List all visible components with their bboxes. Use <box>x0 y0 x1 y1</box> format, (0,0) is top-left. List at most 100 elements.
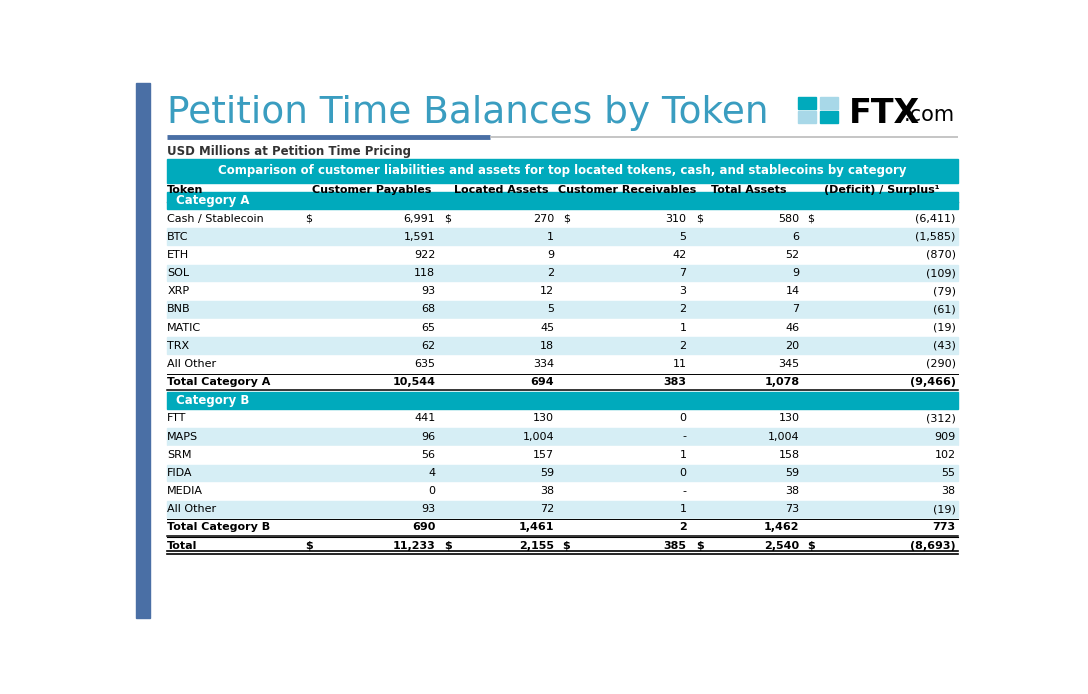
Text: FTT: FTT <box>168 414 186 423</box>
Text: 580: 580 <box>779 214 800 223</box>
Text: 72: 72 <box>540 505 554 514</box>
Text: XRP: XRP <box>168 286 189 296</box>
Text: BNB: BNB <box>168 305 190 314</box>
Text: 18: 18 <box>540 341 554 350</box>
Text: 1: 1 <box>547 232 554 242</box>
Text: Category A: Category A <box>175 194 249 207</box>
Text: 383: 383 <box>664 377 687 387</box>
Text: 11,233: 11,233 <box>393 541 435 550</box>
Text: 6: 6 <box>792 232 800 242</box>
Text: (312): (312) <box>926 414 955 423</box>
Text: 118: 118 <box>415 268 435 278</box>
Text: 96: 96 <box>421 432 435 441</box>
Bar <box>168 410 959 427</box>
Text: 2: 2 <box>679 523 687 532</box>
Text: 334: 334 <box>533 359 554 369</box>
Text: Total: Total <box>168 541 198 550</box>
Text: 20: 20 <box>786 341 800 350</box>
Text: (8,693): (8,693) <box>910 541 955 550</box>
Text: $: $ <box>562 214 570 223</box>
Text: 62: 62 <box>421 341 435 350</box>
Text: 1,461: 1,461 <box>519 523 554 532</box>
Text: 0: 0 <box>680 414 687 423</box>
Text: 909: 909 <box>935 432 955 441</box>
Text: 1,078: 1,078 <box>765 377 800 387</box>
Text: (290): (290) <box>926 359 955 369</box>
Text: (19): (19) <box>932 323 955 332</box>
Text: All Other: All Other <box>168 359 217 369</box>
Text: 157: 157 <box>533 450 554 459</box>
Bar <box>168 373 959 391</box>
Bar <box>168 228 959 245</box>
Text: .com: .com <box>903 105 954 125</box>
Text: MATIC: MATIC <box>168 323 201 332</box>
Text: 0: 0 <box>429 486 435 496</box>
Text: 130: 130 <box>533 414 554 423</box>
Text: $: $ <box>445 541 453 550</box>
Text: Total Category B: Total Category B <box>168 523 270 532</box>
Bar <box>168 537 959 554</box>
Text: 5: 5 <box>547 305 554 314</box>
Text: BTC: BTC <box>168 232 188 242</box>
Text: 46: 46 <box>786 323 800 332</box>
Text: 5: 5 <box>680 232 687 242</box>
Text: 773: 773 <box>932 523 955 532</box>
Text: MEDIA: MEDIA <box>168 486 203 496</box>
Text: 1: 1 <box>680 450 687 459</box>
Text: 55: 55 <box>941 468 955 478</box>
Text: 38: 38 <box>786 486 800 496</box>
Text: (Deficit) / Surplus¹: (Deficit) / Surplus¹ <box>825 185 940 195</box>
Text: 7: 7 <box>680 268 687 278</box>
Text: SOL: SOL <box>168 268 189 278</box>
Text: 73: 73 <box>786 505 800 514</box>
Text: (870): (870) <box>926 250 955 260</box>
Bar <box>168 159 959 183</box>
Text: Customer Payables: Customer Payables <box>312 185 432 195</box>
Text: 68: 68 <box>421 305 435 314</box>
Text: 345: 345 <box>779 359 800 369</box>
Text: 6,991: 6,991 <box>404 214 435 223</box>
Text: (43): (43) <box>932 341 955 350</box>
Text: 385: 385 <box>664 541 687 550</box>
Text: FIDA: FIDA <box>168 468 193 478</box>
Bar <box>136 83 150 618</box>
Text: 56: 56 <box>421 450 435 459</box>
Text: 2,155: 2,155 <box>519 541 554 550</box>
Text: $: $ <box>807 541 815 550</box>
Text: $: $ <box>807 214 814 223</box>
Bar <box>820 97 839 109</box>
Text: 690: 690 <box>412 523 435 532</box>
Bar <box>168 483 959 500</box>
Text: 65: 65 <box>421 323 435 332</box>
Text: 0: 0 <box>680 468 687 478</box>
Text: (6,411): (6,411) <box>915 214 955 223</box>
Text: 694: 694 <box>531 377 554 387</box>
Text: 52: 52 <box>786 250 800 260</box>
Text: USD Millions at Petition Time Pricing: USD Millions at Petition Time Pricing <box>168 145 411 158</box>
Text: Petition Time Balances by Token: Petition Time Balances by Token <box>168 94 769 130</box>
Bar <box>798 97 816 109</box>
Text: (9,466): (9,466) <box>910 377 955 387</box>
Text: 1,004: 1,004 <box>768 432 800 441</box>
Bar <box>168 264 959 281</box>
Text: 2: 2 <box>680 305 687 314</box>
Bar <box>168 501 959 518</box>
Text: 922: 922 <box>413 250 435 260</box>
Text: 158: 158 <box>779 450 800 459</box>
Text: 4: 4 <box>429 468 435 478</box>
Text: 7: 7 <box>792 305 800 314</box>
Text: 59: 59 <box>540 468 554 478</box>
Text: (19): (19) <box>932 505 955 514</box>
Text: 38: 38 <box>540 486 554 496</box>
Text: Category B: Category B <box>175 393 249 407</box>
Text: 11: 11 <box>672 359 687 369</box>
Text: SRM: SRM <box>168 450 191 459</box>
Bar <box>168 301 959 318</box>
Text: (61): (61) <box>932 305 955 314</box>
Text: FTX: FTX <box>849 96 919 130</box>
Text: $: $ <box>306 214 312 223</box>
Text: 2: 2 <box>680 341 687 350</box>
Text: 635: 635 <box>415 359 435 369</box>
Text: 102: 102 <box>935 450 955 459</box>
Text: TRX: TRX <box>168 341 189 350</box>
